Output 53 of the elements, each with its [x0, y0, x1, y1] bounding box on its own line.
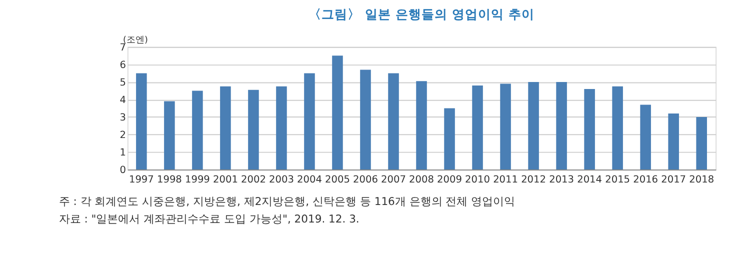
bar [220, 86, 231, 170]
bar [668, 113, 679, 170]
x-tick-label: 1998 [156, 174, 182, 186]
x-tick-label: 2011 [493, 174, 518, 186]
x-tick-label: 2002 [241, 174, 266, 186]
bar [612, 86, 623, 170]
y-tick-label: 5 [120, 77, 126, 88]
y-tick-label: 0 [120, 164, 126, 176]
y-tick-label: 6 [120, 60, 126, 71]
bar [332, 56, 343, 170]
y-tick-label: 2 [120, 130, 126, 141]
x-tick-label: 2015 [605, 174, 630, 186]
bar [416, 81, 427, 170]
bar [696, 116, 707, 170]
x-tick-label: 2018 [689, 174, 714, 186]
x-tick-label: 2006 [353, 174, 378, 186]
bar [500, 84, 511, 170]
bar [528, 82, 539, 170]
x-tick-label: 2005 [325, 174, 350, 186]
y-tick-label: 3 [120, 112, 126, 124]
bar [248, 90, 259, 170]
x-tick-label: 2010 [465, 174, 490, 186]
x-tick-label: 2016 [633, 174, 658, 186]
bar [556, 82, 567, 170]
bar [640, 104, 651, 170]
chart-title: 〈그림〉 일본 은행들의 영업이익 추이 [308, 8, 534, 23]
bar [276, 86, 287, 170]
y-tick-label: 1 [120, 147, 126, 158]
bar [472, 85, 483, 170]
x-tick-label: 2003 [269, 174, 294, 186]
y-tick-label: 7 [120, 42, 126, 54]
x-tick-label: 2009 [437, 174, 462, 186]
x-tick-label: 2012 [521, 174, 546, 186]
x-tick-label: 1997 [128, 174, 154, 186]
x-tick-label: 2007 [381, 174, 406, 186]
x-tick-label: 2004 [297, 174, 322, 186]
x-tick-label: 2017 [661, 174, 686, 186]
bar [136, 73, 147, 170]
text: 자료 : "일본에서 계좌관리수수료 도입 가능성", 2019. 12. 3. [58, 212, 360, 226]
x-tick-label: 1999 [184, 174, 210, 186]
bar [192, 90, 203, 170]
x-tick-label: 2008 [409, 174, 434, 186]
x-tick-label: 2014 [577, 174, 602, 186]
y-tick-label: 4 [120, 94, 126, 106]
x-tick-label: 2013 [549, 174, 574, 186]
bar [584, 88, 595, 170]
bar [388, 73, 399, 170]
bar [360, 70, 371, 170]
text: 주 : 각 회계연도 시중은행, 지방은행, 제2지방은행, 신탁은행 등 116개 은행의 전체 영업이익 [58, 194, 516, 208]
bar [444, 108, 455, 170]
bar [164, 101, 175, 170]
bar [304, 73, 315, 170]
x-tick-label: 2001 [212, 174, 238, 186]
